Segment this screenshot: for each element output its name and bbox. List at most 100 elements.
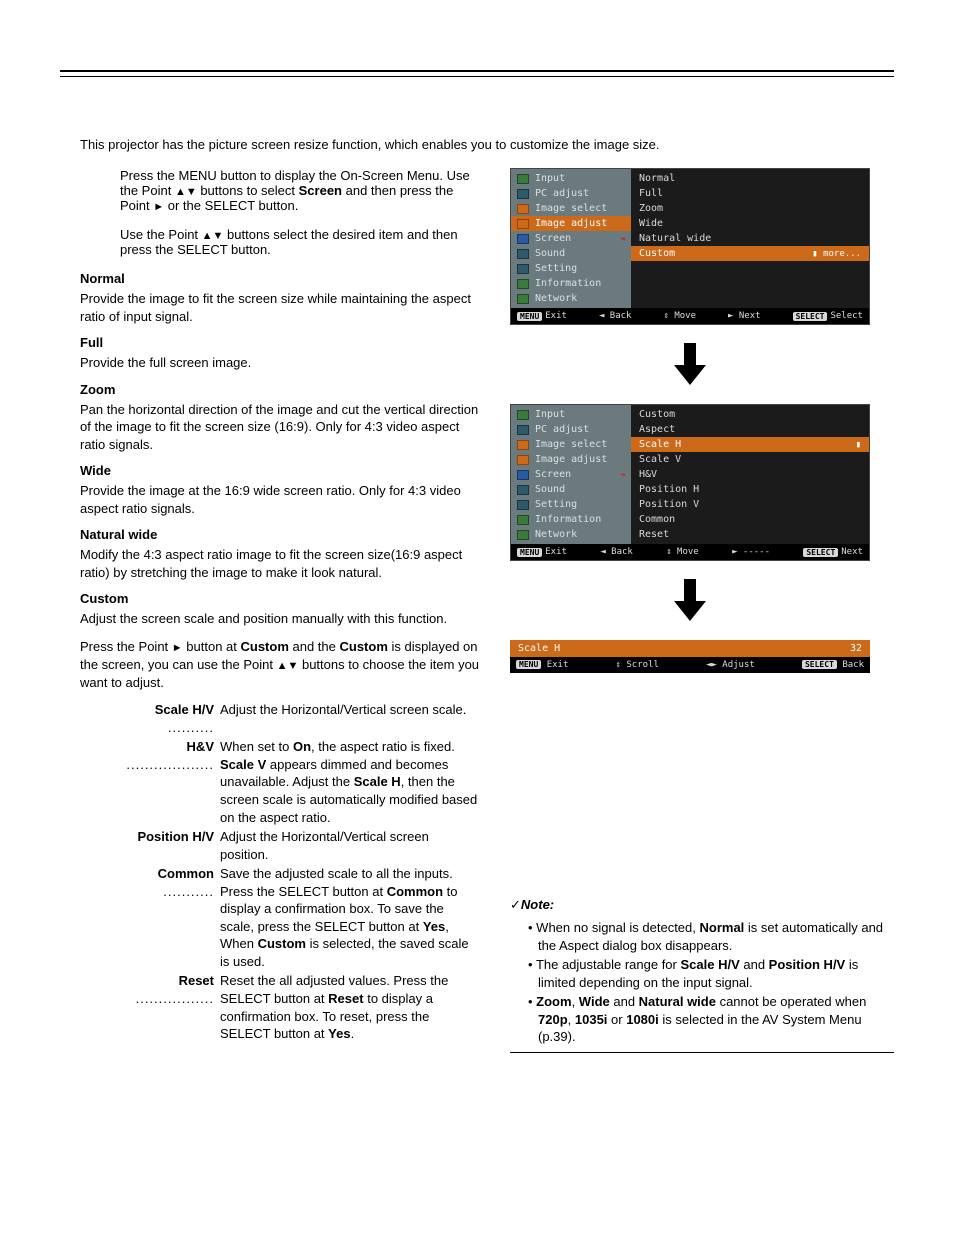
def-position-hv: Position H/V Adjust the Horizontal/Verti… [120, 828, 480, 863]
network-icon [517, 530, 529, 540]
t: more... [823, 249, 861, 259]
osd-footer: MENU Exit ◄ Back ⇕ Move ► ----- SELECT N… [511, 544, 869, 560]
osd-side-item: Input [511, 407, 631, 422]
bold: Yes [423, 919, 445, 934]
t: cannot be operated when [716, 994, 866, 1009]
osd-footer: MENU Exit ◄ Back ⇕ Move ► Next SELECT Se… [511, 308, 869, 324]
information-icon [517, 515, 529, 525]
foot-scroll: ⇕ Scroll [616, 660, 659, 670]
foot-next: ► Next [728, 311, 761, 321]
screen-icon [517, 470, 529, 480]
right-column: Input PC adjust Image select Image adjus… [510, 168, 894, 1053]
desc: Adjust the Horizontal/Vertical screen sc… [220, 701, 480, 736]
foot-select: SELECT Select [793, 311, 863, 321]
t: Reset [179, 973, 214, 988]
t: , [568, 1012, 575, 1027]
label: Sound [535, 248, 565, 259]
t: Use the Point [120, 227, 202, 242]
desc: Save the adjusted scale to all the input… [220, 865, 480, 970]
image-adjust-icon [517, 219, 529, 229]
caret-right-icon: ◄ [620, 234, 625, 244]
foot-back: ◄ Back [599, 311, 632, 321]
rule-thin [60, 76, 894, 77]
label: Input [535, 409, 565, 420]
select-pill: SELECT [803, 548, 838, 557]
label: Network [535, 293, 577, 304]
bar-label: Scale H [518, 643, 560, 654]
body-custom-1: Adjust the screen scale and position man… [80, 610, 480, 628]
foot-back: ◄ Back [600, 547, 633, 557]
bold: Wide [579, 994, 610, 1009]
bold: Custom [258, 936, 306, 951]
arrow-right-icon: ► [153, 201, 164, 213]
desc: Adjust the Horizontal/Vertical screen po… [220, 828, 480, 863]
foot-select: SELECT Next [803, 547, 863, 557]
select-pill: SELECT [793, 312, 828, 321]
osd-side-item: PC adjust [511, 186, 631, 201]
flow-arrow-icon [510, 567, 870, 640]
osd-side-item: Information [511, 512, 631, 527]
t: The adjustable range for [536, 957, 681, 972]
t: Next [841, 547, 863, 557]
t: Back [842, 660, 864, 670]
left-column: Press the MENU button to display the On-… [60, 168, 480, 1053]
dots: ................... [126, 757, 214, 772]
input-icon [517, 410, 529, 420]
osd-side-item: Sound [511, 246, 631, 261]
image-adjust-icon [517, 455, 529, 465]
note-box: ✓Note: When no signal is detected, Norma… [510, 893, 894, 1053]
bold: 1035i [575, 1012, 608, 1027]
t: or [607, 1012, 626, 1027]
osd-side-item: Information [511, 276, 631, 291]
osd-option: Position H [631, 482, 869, 497]
flow-arrow-icon [510, 331, 870, 404]
osd-option: Natural wide [631, 231, 869, 246]
label: Network [535, 529, 577, 540]
t: When set to [220, 739, 293, 754]
label: Setting [535, 263, 577, 274]
bold: Zoom [536, 994, 571, 1009]
bold: 720p [538, 1012, 568, 1027]
t: Exit [545, 547, 567, 557]
pc-adjust-icon [517, 189, 529, 199]
body-natural-wide: Modify the 4:3 aspect ratio image to fit… [80, 546, 480, 581]
select-pill: SELECT [802, 660, 837, 669]
step-2: Use the Point ▲▼ buttons select the desi… [120, 227, 480, 257]
bold: Normal [700, 920, 745, 935]
term: Scale H/V .......... [120, 701, 220, 736]
bold: Custom [340, 639, 388, 654]
bold: Yes [328, 1026, 350, 1041]
osd-sidebar: Input PC adjust Image select Image adjus… [511, 169, 631, 308]
bold: Natural wide [639, 994, 716, 1009]
label: Image adjust [535, 454, 607, 465]
menu-pill: MENU [516, 660, 541, 669]
osd-option: Zoom [631, 201, 869, 216]
osd-sidebar: Input PC adjust Image select Image adjus… [511, 405, 631, 544]
osd-side-item: Network [511, 291, 631, 306]
osd-side-item: Sound [511, 482, 631, 497]
label: Input [535, 173, 565, 184]
t: buttons to select [197, 183, 299, 198]
term: Position H/V [120, 828, 220, 863]
term: Reset ................. [120, 972, 220, 1042]
note-item: Zoom, Wide and Natural wide cannot be op… [528, 993, 894, 1046]
t: Position H/V [137, 829, 214, 844]
check-icon: ✓ [510, 897, 521, 912]
bold: Screen [299, 183, 342, 198]
t: Note: [521, 897, 554, 912]
body-wide: Provide the image at the 16:9 wide scree… [80, 482, 480, 517]
osd-side-item: Image adjust [511, 452, 631, 467]
osd-option: Reset [631, 527, 869, 542]
heading-full: Full [80, 335, 480, 350]
arrows-updown-icon: ▲▼ [277, 660, 299, 672]
arrow-right-icon: ► [172, 642, 183, 654]
desc: Reset the all adjusted values. Press the… [220, 972, 480, 1042]
foot-exit: MENU Exit [517, 547, 567, 557]
t: Exit [547, 660, 569, 670]
osd-option: Position V [631, 497, 869, 512]
t: , the aspect ratio is fixed. [311, 739, 455, 754]
osd-side-item: Image select [511, 437, 631, 452]
heading-normal: Normal [80, 271, 480, 286]
term: H&V ................... [120, 738, 220, 826]
image-select-icon [517, 204, 529, 214]
